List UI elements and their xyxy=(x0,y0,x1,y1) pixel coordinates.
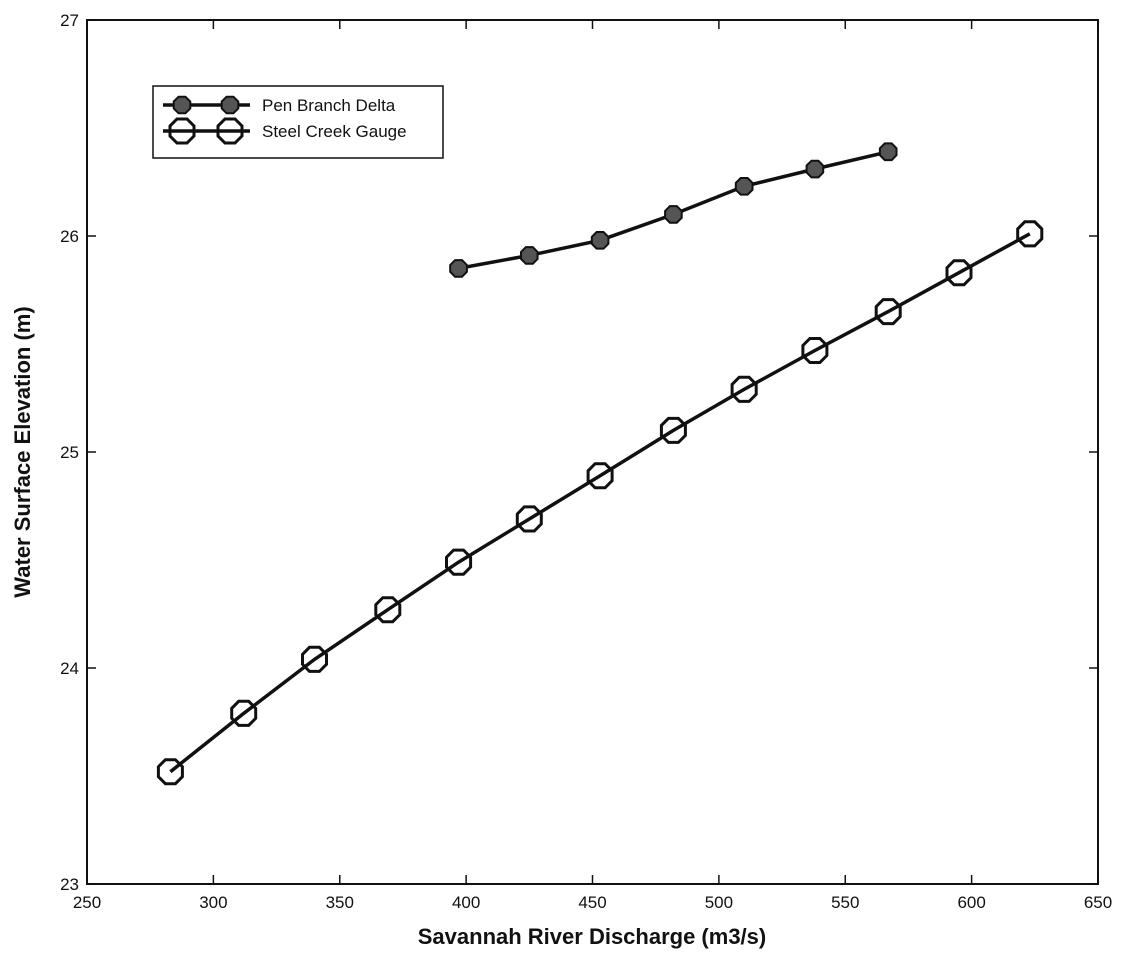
data-point xyxy=(664,205,683,224)
legend-label: Pen Branch Delta xyxy=(262,96,396,115)
data-point xyxy=(590,231,610,250)
y-axis-title: Water Surface Elevation (m) xyxy=(10,306,35,597)
data-point xyxy=(801,337,829,364)
x-axis: 250 300 350 400 450 500 550 600 650 xyxy=(73,20,1112,912)
data-point xyxy=(515,505,543,533)
x-tick-label: 300 xyxy=(199,893,227,912)
x-tick-label: 250 xyxy=(73,893,101,912)
data-point xyxy=(301,645,328,673)
data-point xyxy=(1016,220,1044,248)
series-pen-branch-delta xyxy=(449,142,898,278)
data-point xyxy=(878,142,898,162)
data-point xyxy=(730,375,758,403)
legend-marker xyxy=(220,95,240,115)
x-tick-label: 400 xyxy=(452,893,480,912)
y-tick-label: 25 xyxy=(60,443,79,462)
data-point xyxy=(945,259,973,287)
x-tick-label: 450 xyxy=(578,893,606,912)
data-point xyxy=(230,699,258,727)
legend-marker xyxy=(168,117,196,145)
y-tick-label: 27 xyxy=(60,11,79,30)
data-point xyxy=(586,462,614,490)
x-tick-label: 550 xyxy=(831,893,859,912)
legend: Pen Branch Delta Steel Creek Gauge xyxy=(152,85,444,159)
data-point xyxy=(449,259,468,278)
data-point xyxy=(445,548,473,576)
series-line xyxy=(169,232,1031,774)
data-point xyxy=(659,416,687,444)
series-layer xyxy=(156,142,1044,786)
data-point xyxy=(874,298,902,326)
data-point xyxy=(156,758,184,786)
x-tick-label: 350 xyxy=(326,893,354,912)
legend-item: Steel Creek Gauge xyxy=(163,117,407,145)
legend-marker xyxy=(216,117,244,145)
legend-label: Steel Creek Gauge xyxy=(262,122,407,141)
data-point xyxy=(734,177,754,196)
y-tick-label: 24 xyxy=(60,659,79,678)
y-tick-label: 26 xyxy=(60,227,79,246)
data-point xyxy=(520,246,539,265)
data-point xyxy=(374,596,402,624)
y-axis: 23 24 25 26 27 xyxy=(60,11,1098,894)
y-tick-label: 23 xyxy=(60,875,79,894)
x-tick-label: 500 xyxy=(705,893,733,912)
legend-item: Pen Branch Delta xyxy=(163,95,396,115)
legend-marker xyxy=(172,95,192,115)
x-axis-title: Savannah River Discharge (m3/s) xyxy=(418,924,766,949)
data-point xyxy=(805,159,825,179)
x-tick-label: 650 xyxy=(1084,893,1112,912)
series-steel-creek-gauge xyxy=(156,220,1044,786)
x-tick-label: 600 xyxy=(957,893,985,912)
legend-box xyxy=(152,85,444,159)
